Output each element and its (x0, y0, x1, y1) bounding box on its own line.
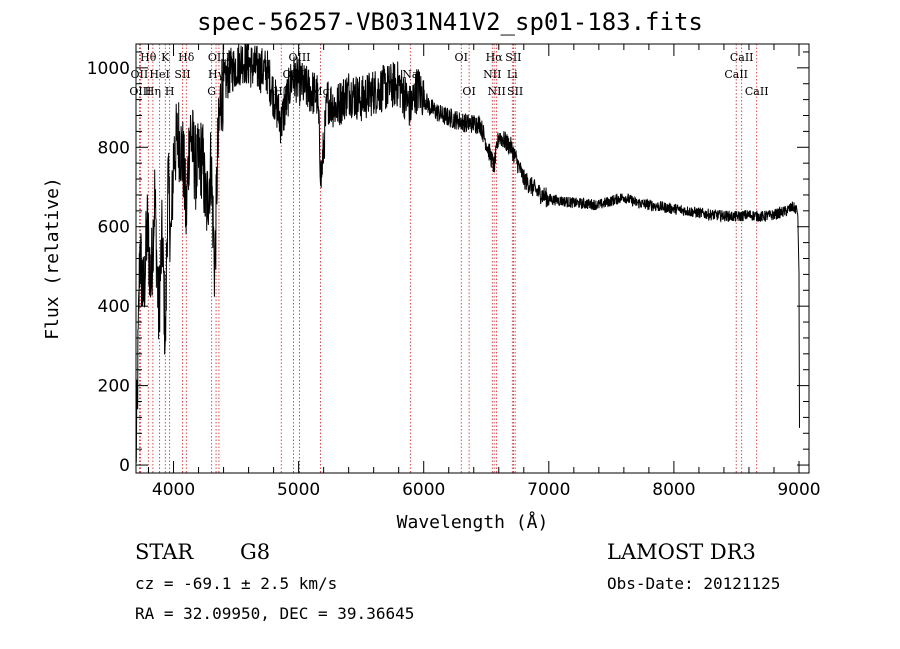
line-label: Hγ (208, 68, 225, 81)
line-label: Hη (145, 85, 161, 98)
line-label: CaII (724, 68, 748, 81)
line-label: Hδ (178, 51, 195, 64)
y-tick-label: 200 (98, 377, 130, 397)
line-label: Na (402, 68, 419, 81)
line-label: Li (507, 68, 518, 81)
y-tick-label: 800 (98, 138, 130, 158)
plot-frame (135, 43, 810, 474)
line-label: SII (174, 68, 190, 81)
line-label: Hβ (273, 85, 289, 98)
survey-name: LAMOST DR3 (607, 540, 756, 564)
x-tick-label: 4000 (152, 480, 195, 500)
line-label: Mg (311, 85, 329, 98)
y-tick-label: 400 (98, 297, 130, 317)
line-label: NII (483, 68, 501, 81)
redshift-cz: cz = -69.1 ± 2.5 km/s (135, 574, 338, 593)
y-tick-label: 0 (119, 456, 130, 476)
x-tick-label: 7000 (527, 480, 570, 500)
x-axis-label: Wavelength (Å) (397, 511, 549, 533)
line-label: OIII (208, 51, 230, 64)
obs-date: Obs-Date: 20121125 (607, 574, 781, 593)
spectral-subclass: G8 (240, 540, 271, 564)
y-axis-label: Flux (relative) (42, 177, 63, 340)
line-label: Hθ (140, 51, 157, 64)
object-class: STAR (135, 540, 194, 564)
x-tick-label: 8000 (652, 480, 695, 500)
line-label: G (207, 85, 216, 98)
line-label: CaII (745, 85, 769, 98)
line-label: SII (505, 51, 521, 64)
line-label: OIII (288, 51, 310, 64)
y-tick-label: 600 (98, 218, 130, 238)
x-tick-label: 6000 (402, 480, 445, 500)
line-label: OII (131, 68, 149, 81)
line-label: K (161, 51, 170, 64)
y-tick-label: 1000 (87, 59, 130, 79)
line-label: OI (462, 85, 475, 98)
spectrum-line (135, 43, 800, 463)
chart-title: spec-56257-VB031N41V2_sp01-183.fits (197, 8, 703, 36)
coordinates: RA = 32.09950, DEC = 39.36645 (135, 604, 415, 623)
line-label: OIII (129, 85, 151, 98)
line-label: OIII (282, 68, 304, 81)
x-tick-label: 9000 (777, 480, 820, 500)
line-label: H (165, 85, 175, 98)
line-label: HeI (149, 68, 169, 81)
line-label: NII (487, 85, 505, 98)
line-label: OI (455, 51, 468, 64)
x-tick-label: 5000 (277, 480, 320, 500)
line-label: SII (507, 85, 523, 98)
line-label: Hα (486, 51, 504, 64)
line-label: CaII (730, 51, 754, 64)
